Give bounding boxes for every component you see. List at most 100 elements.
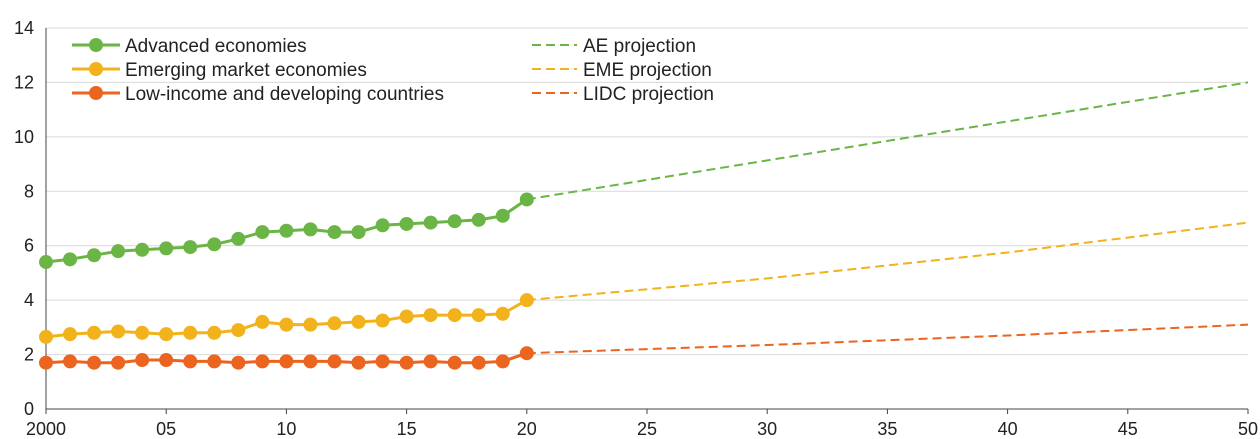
- data-point-emerging-market-economies: [255, 314, 270, 329]
- data-point-emerging-market-economies: [303, 317, 318, 332]
- data-point-low-income-and-developing-countries: [111, 355, 126, 370]
- data-point-advanced-economies: [519, 192, 534, 207]
- data-point-advanced-economies: [87, 248, 102, 263]
- data-point-emerging-market-economies: [519, 293, 534, 308]
- data-point-low-income-and-developing-countries: [471, 355, 486, 370]
- x-tick-label: 20: [517, 419, 537, 439]
- gridlines: [46, 27, 1248, 356]
- data-point-low-income-and-developing-countries: [135, 353, 150, 368]
- series-line-lidc-projection: [526, 323, 1249, 355]
- data-point-emerging-market-economies: [279, 317, 294, 332]
- y-tick-label: 14: [14, 18, 34, 38]
- data-point-advanced-economies: [159, 241, 174, 256]
- data-point-low-income-and-developing-countries: [327, 354, 342, 369]
- x-tick-label: 25: [637, 419, 657, 439]
- series-line-ae-projection: [526, 81, 1249, 201]
- data-point-emerging-market-economies: [135, 325, 150, 340]
- data-point-emerging-market-economies: [471, 308, 486, 323]
- x-tick-label: 10: [276, 419, 296, 439]
- data-point-advanced-economies: [399, 216, 414, 231]
- data-point-low-income-and-developing-countries: [303, 354, 318, 369]
- y-axis-tick-labels: 0 2 4 6 8 10 12 14: [14, 18, 34, 419]
- x-tick-label: 30: [757, 419, 777, 439]
- data-point-low-income-and-developing-countries: [231, 355, 246, 370]
- data-point-low-income-and-developing-countries: [207, 354, 222, 369]
- x-tick-label: 2000: [26, 419, 66, 439]
- data-point-low-income-and-developing-countries: [63, 354, 78, 369]
- legend-label-ae-projection: AE projection: [583, 36, 696, 57]
- data-point-emerging-market-economies: [159, 327, 174, 342]
- legend-marker-emerging-market-economies: [89, 62, 103, 76]
- data-point-emerging-market-economies: [39, 329, 53, 344]
- data-point-advanced-economies: [63, 252, 78, 267]
- data-point-advanced-economies: [327, 225, 342, 240]
- data-point-advanced-economies: [111, 244, 126, 259]
- y-tick-label: 4: [24, 290, 34, 310]
- data-point-emerging-market-economies: [63, 327, 78, 342]
- data-point-advanced-economies: [351, 225, 366, 240]
- x-tick-label: 50: [1238, 419, 1258, 439]
- data-point-low-income-and-developing-countries: [159, 353, 174, 368]
- data-point-advanced-economies: [375, 218, 390, 233]
- legend-label-advanced-economies: Advanced economies: [125, 36, 307, 57]
- data-point-advanced-economies: [207, 237, 222, 252]
- legend-label-low-income-and-developing-countries: Low-income and developing countries: [125, 84, 444, 105]
- data-point-low-income-and-developing-countries: [447, 355, 462, 370]
- data-point-low-income-and-developing-countries: [351, 355, 366, 370]
- x-tick-label: 45: [1118, 419, 1138, 439]
- data-point-emerging-market-economies: [183, 325, 198, 340]
- y-tick-label: 6: [24, 236, 34, 256]
- legend-marker-low-income-and-developing-countries: [89, 86, 103, 100]
- data-point-advanced-economies: [447, 214, 462, 229]
- x-tick-label: 05: [156, 419, 176, 439]
- data-point-advanced-economies: [471, 212, 486, 227]
- data-point-low-income-and-developing-countries: [87, 355, 102, 370]
- x-tick-label: 40: [998, 419, 1018, 439]
- data-point-emerging-market-economies: [375, 313, 390, 328]
- data-point-emerging-market-economies: [423, 308, 438, 323]
- legend-label-emerging-market-economies: Emerging market economies: [125, 60, 367, 81]
- data-point-advanced-economies: [231, 231, 246, 246]
- data-point-low-income-and-developing-countries: [423, 354, 438, 369]
- y-tick-label: 12: [14, 72, 34, 92]
- data-point-emerging-market-economies: [111, 324, 126, 339]
- y-tick-label: 0: [24, 399, 34, 419]
- data-point-emerging-market-economies: [495, 306, 510, 321]
- y-tick-label: 8: [24, 181, 34, 201]
- data-point-advanced-economies: [183, 240, 198, 255]
- data-point-advanced-economies: [39, 255, 53, 270]
- data-point-advanced-economies: [135, 242, 150, 257]
- data-point-low-income-and-developing-countries: [255, 354, 270, 369]
- y-tick-label: 2: [24, 345, 34, 365]
- data-point-low-income-and-developing-countries: [279, 354, 294, 369]
- x-tick-label: 15: [397, 419, 417, 439]
- data-point-emerging-market-economies: [87, 325, 102, 340]
- series-line-eme-projection: [526, 221, 1249, 302]
- data-point-emerging-market-economies: [351, 314, 366, 329]
- legend-label-lidc-projection: LIDC projection: [583, 84, 714, 105]
- legend-marker-advanced-economies: [89, 38, 103, 52]
- data-point-low-income-and-developing-countries: [375, 354, 390, 369]
- data-point-advanced-economies: [279, 223, 294, 238]
- data-point-low-income-and-developing-countries: [495, 354, 510, 369]
- legend: Advanced economies Emerging market econom…: [72, 36, 714, 105]
- data-point-low-income-and-developing-countries: [399, 355, 414, 370]
- data-point-advanced-economies: [495, 208, 510, 223]
- data-point-low-income-and-developing-countries: [39, 355, 53, 370]
- data-point-low-income-and-developing-countries: [519, 346, 534, 361]
- data-point-emerging-market-economies: [231, 323, 246, 338]
- data-point-emerging-market-economies: [399, 309, 414, 324]
- data-point-emerging-market-economies: [327, 316, 342, 331]
- data-point-emerging-market-economies: [447, 308, 462, 323]
- x-tick-label: 35: [877, 419, 897, 439]
- data-point-advanced-economies: [255, 225, 270, 240]
- legend-label-eme-projection: EME projection: [583, 60, 712, 81]
- data-point-low-income-and-developing-countries: [183, 354, 198, 369]
- x-axis-tick-labels: 2000 05 10 15 20 25 30 35 40 45 50: [26, 409, 1258, 439]
- series-group: [39, 81, 1249, 370]
- y-tick-label: 10: [14, 127, 34, 147]
- data-point-emerging-market-economies: [207, 325, 222, 340]
- data-point-advanced-economies: [423, 215, 438, 230]
- data-point-advanced-economies: [303, 222, 318, 237]
